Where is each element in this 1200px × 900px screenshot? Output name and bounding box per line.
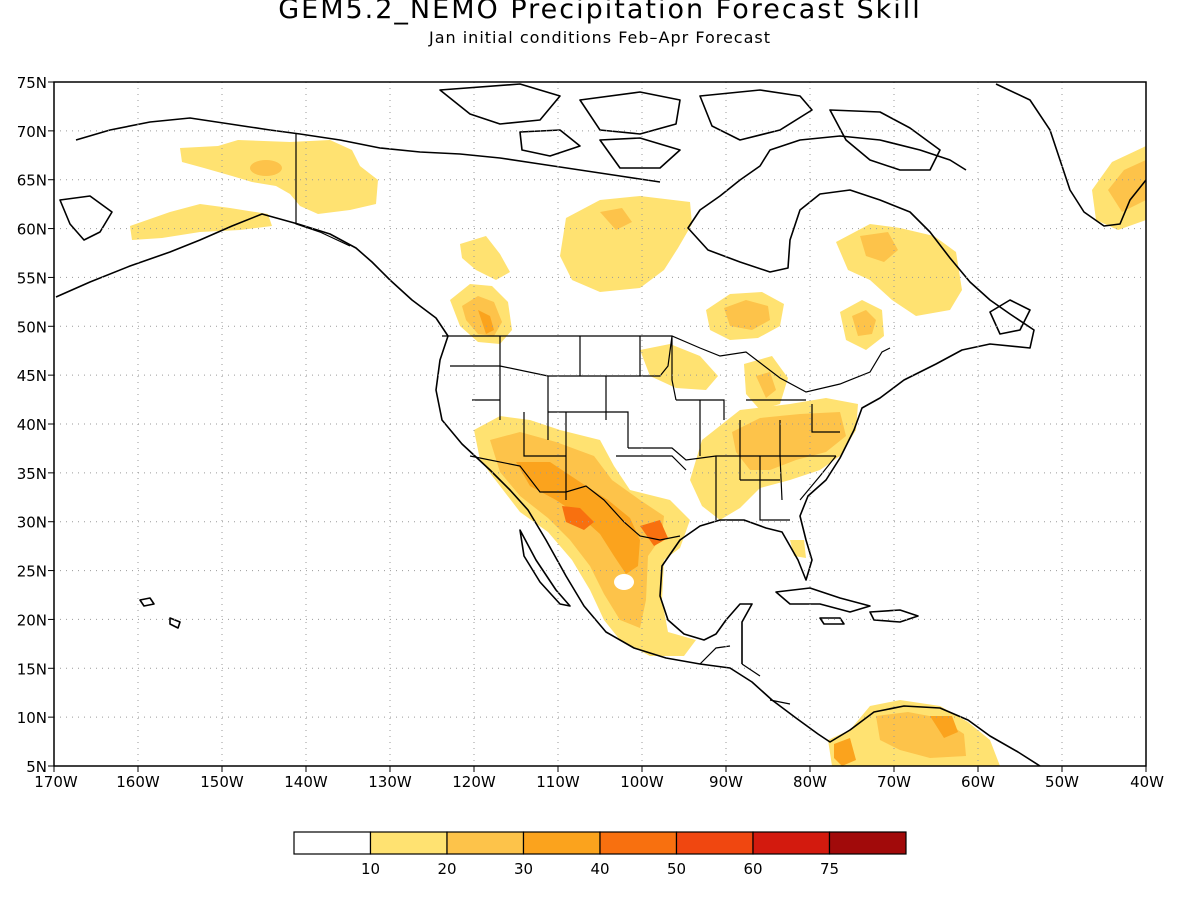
colorbar-swatch [600,832,677,854]
lon-label: 60W [961,773,995,791]
lat-label: 15N [17,660,47,678]
colorbar-label: 75 [820,860,839,878]
lat-label: 70N [17,123,47,141]
colorbar-swatch [830,832,907,854]
colorbar-label: 40 [590,860,609,878]
lon-label: 120W [452,773,496,791]
lon-label: 40W [1130,773,1164,791]
colorbar-label: 30 [514,860,533,878]
lon-label: 140W [284,773,328,791]
colorbar-swatch [447,832,524,854]
lat-label: 20N [17,611,47,629]
lon-label: 110W [536,773,580,791]
shade-alaska-core [250,160,282,176]
lon-label: 90W [709,773,743,791]
lat-label: 55N [17,269,47,287]
colorbar-swatch [753,832,830,854]
colorbar-label: 10 [361,860,380,878]
colorbar-label: 60 [743,860,762,878]
lon-label: 150W [200,773,244,791]
lon-label: 160W [116,773,160,791]
lat-label: 50N [17,318,47,336]
lon-label: 70W [877,773,911,791]
colorbar-swatch [294,832,371,854]
lon-label: 170W [34,773,78,791]
colorbar-label: 50 [667,860,686,878]
lat-label: 60N [17,221,47,239]
colorbar-swatch [677,832,754,854]
lon-label: 50W [1045,773,1079,791]
map-figure: 75N 70N 65N 60N 55N 50N 45N 40N 35N 30N 25N 20N 15N 1… [0,0,1200,900]
lat-label: 35N [17,465,47,483]
colorbar-labels: 10 20 30 40 50 60 75 [361,860,839,878]
colorbar [294,832,906,854]
lat-label: 40N [17,416,47,434]
lon-label: 130W [368,773,412,791]
lat-label: 30N [17,514,47,532]
longitude-labels: 170W 160W 150W 140W 130W 120W 110W 100W 90W 80W 70… [34,773,1164,791]
lat-label: 25N [17,563,47,581]
lat-label: 65N [17,172,47,190]
lon-label: 80W [793,773,827,791]
lon-label: 100W [620,773,664,791]
latitude-labels: 75N 70N 65N 60N 55N 50N 45N 40N 35N 30N 25N 20N 15N 1… [17,74,47,776]
colorbar-swatch [371,832,448,854]
colorbar-swatch [524,832,601,854]
lat-label: 75N [17,74,47,92]
colorbar-label: 20 [437,860,456,878]
lat-label: 10N [17,709,47,727]
lat-label: 45N [17,367,47,385]
